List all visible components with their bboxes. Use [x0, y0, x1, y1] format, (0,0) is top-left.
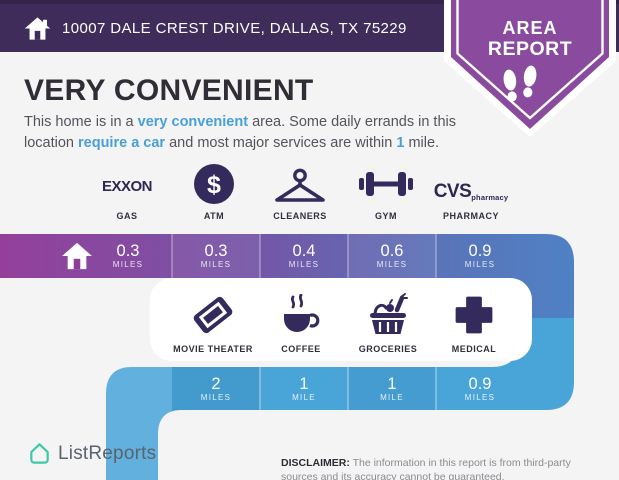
place-groceries: GROCERIES: [333, 292, 443, 354]
disclaimer-text: DISCLAIMER: The information in this repo…: [281, 456, 571, 480]
ticket-icon: [189, 294, 237, 338]
atm-icon: $: [193, 163, 235, 205]
area-report-badge: AREA REPORT: [444, 0, 616, 137]
distance-stop: 0.3 MILES: [200, 241, 232, 269]
distance-stop: 1 MILE: [380, 374, 404, 402]
listreports-logo: ListReports: [27, 441, 156, 466]
footprints-icon: [503, 65, 537, 102]
hanger-icon: [273, 167, 327, 205]
place-label: MOVIE THEATER: [173, 344, 253, 354]
place-atm: $ ATM: [159, 161, 269, 221]
cvs-logo-icon: CVS pharmacy: [433, 181, 509, 202]
place-label: GYM: [374, 211, 397, 221]
brand-name: ListReports: [58, 442, 157, 464]
place-label: COFFEE: [281, 344, 321, 354]
place-gas: EXXON GAS: [72, 161, 182, 221]
distance-stop: 0.6 MILES: [376, 241, 408, 269]
svg-text:$: $: [207, 171, 221, 199]
place-label: MEDICAL: [451, 344, 497, 354]
place-gym: GYM: [331, 161, 441, 221]
distance-stop: 1 MILE: [292, 374, 316, 402]
home-icon: [24, 17, 51, 40]
place-coffee: COFFEE: [246, 292, 356, 354]
listreports-house-icon: [30, 443, 49, 464]
distance-stop: 0.9 MILES: [464, 241, 496, 269]
highlight-one: 1: [396, 135, 405, 151]
distance-stop: 0.9 MILES: [464, 374, 496, 402]
place-label: GAS: [116, 211, 138, 221]
dumbbell-icon: [358, 168, 414, 205]
disclaimer-label: DISCLAIMER:: [281, 456, 350, 469]
place-movie-theater: MOVIE THEATER: [158, 292, 268, 354]
place-pharmacy: CVS pharmacy PHARMACY: [416, 161, 526, 221]
distance-stop: 0.3 MILES: [112, 241, 144, 269]
place-label: PHARMACY: [442, 211, 499, 221]
property-address: 10007 DALE CREST DRIVE, DALLAS, TX 75229: [62, 19, 407, 37]
place-cleaners: CLEANERS: [245, 161, 355, 221]
highlight-require-a-car: require a car: [78, 135, 166, 151]
place-label: GROCERIES: [358, 344, 418, 354]
place-label: CLEANERS: [273, 211, 327, 221]
highlight-very-convenient: very convenient: [137, 114, 249, 130]
description-text: This home is in a very convenient area. …: [24, 114, 456, 151]
badge-line1: AREA: [502, 18, 557, 38]
coffee-cup-icon: [279, 294, 323, 338]
grocery-basket-icon: [363, 292, 413, 338]
exxon-logo-icon: EXXON: [101, 178, 153, 195]
badge-line2: REPORT: [488, 38, 572, 60]
distance-stop: 2 MILES: [200, 374, 232, 402]
medical-cross-icon: [453, 294, 495, 338]
home-icon: [62, 242, 92, 270]
distance-stop: 0.4 MILES: [288, 241, 320, 269]
page-title: VERY CONVENIENT: [24, 74, 314, 107]
place-label: ATM: [203, 211, 225, 221]
place-medical: MEDICAL: [419, 292, 529, 354]
